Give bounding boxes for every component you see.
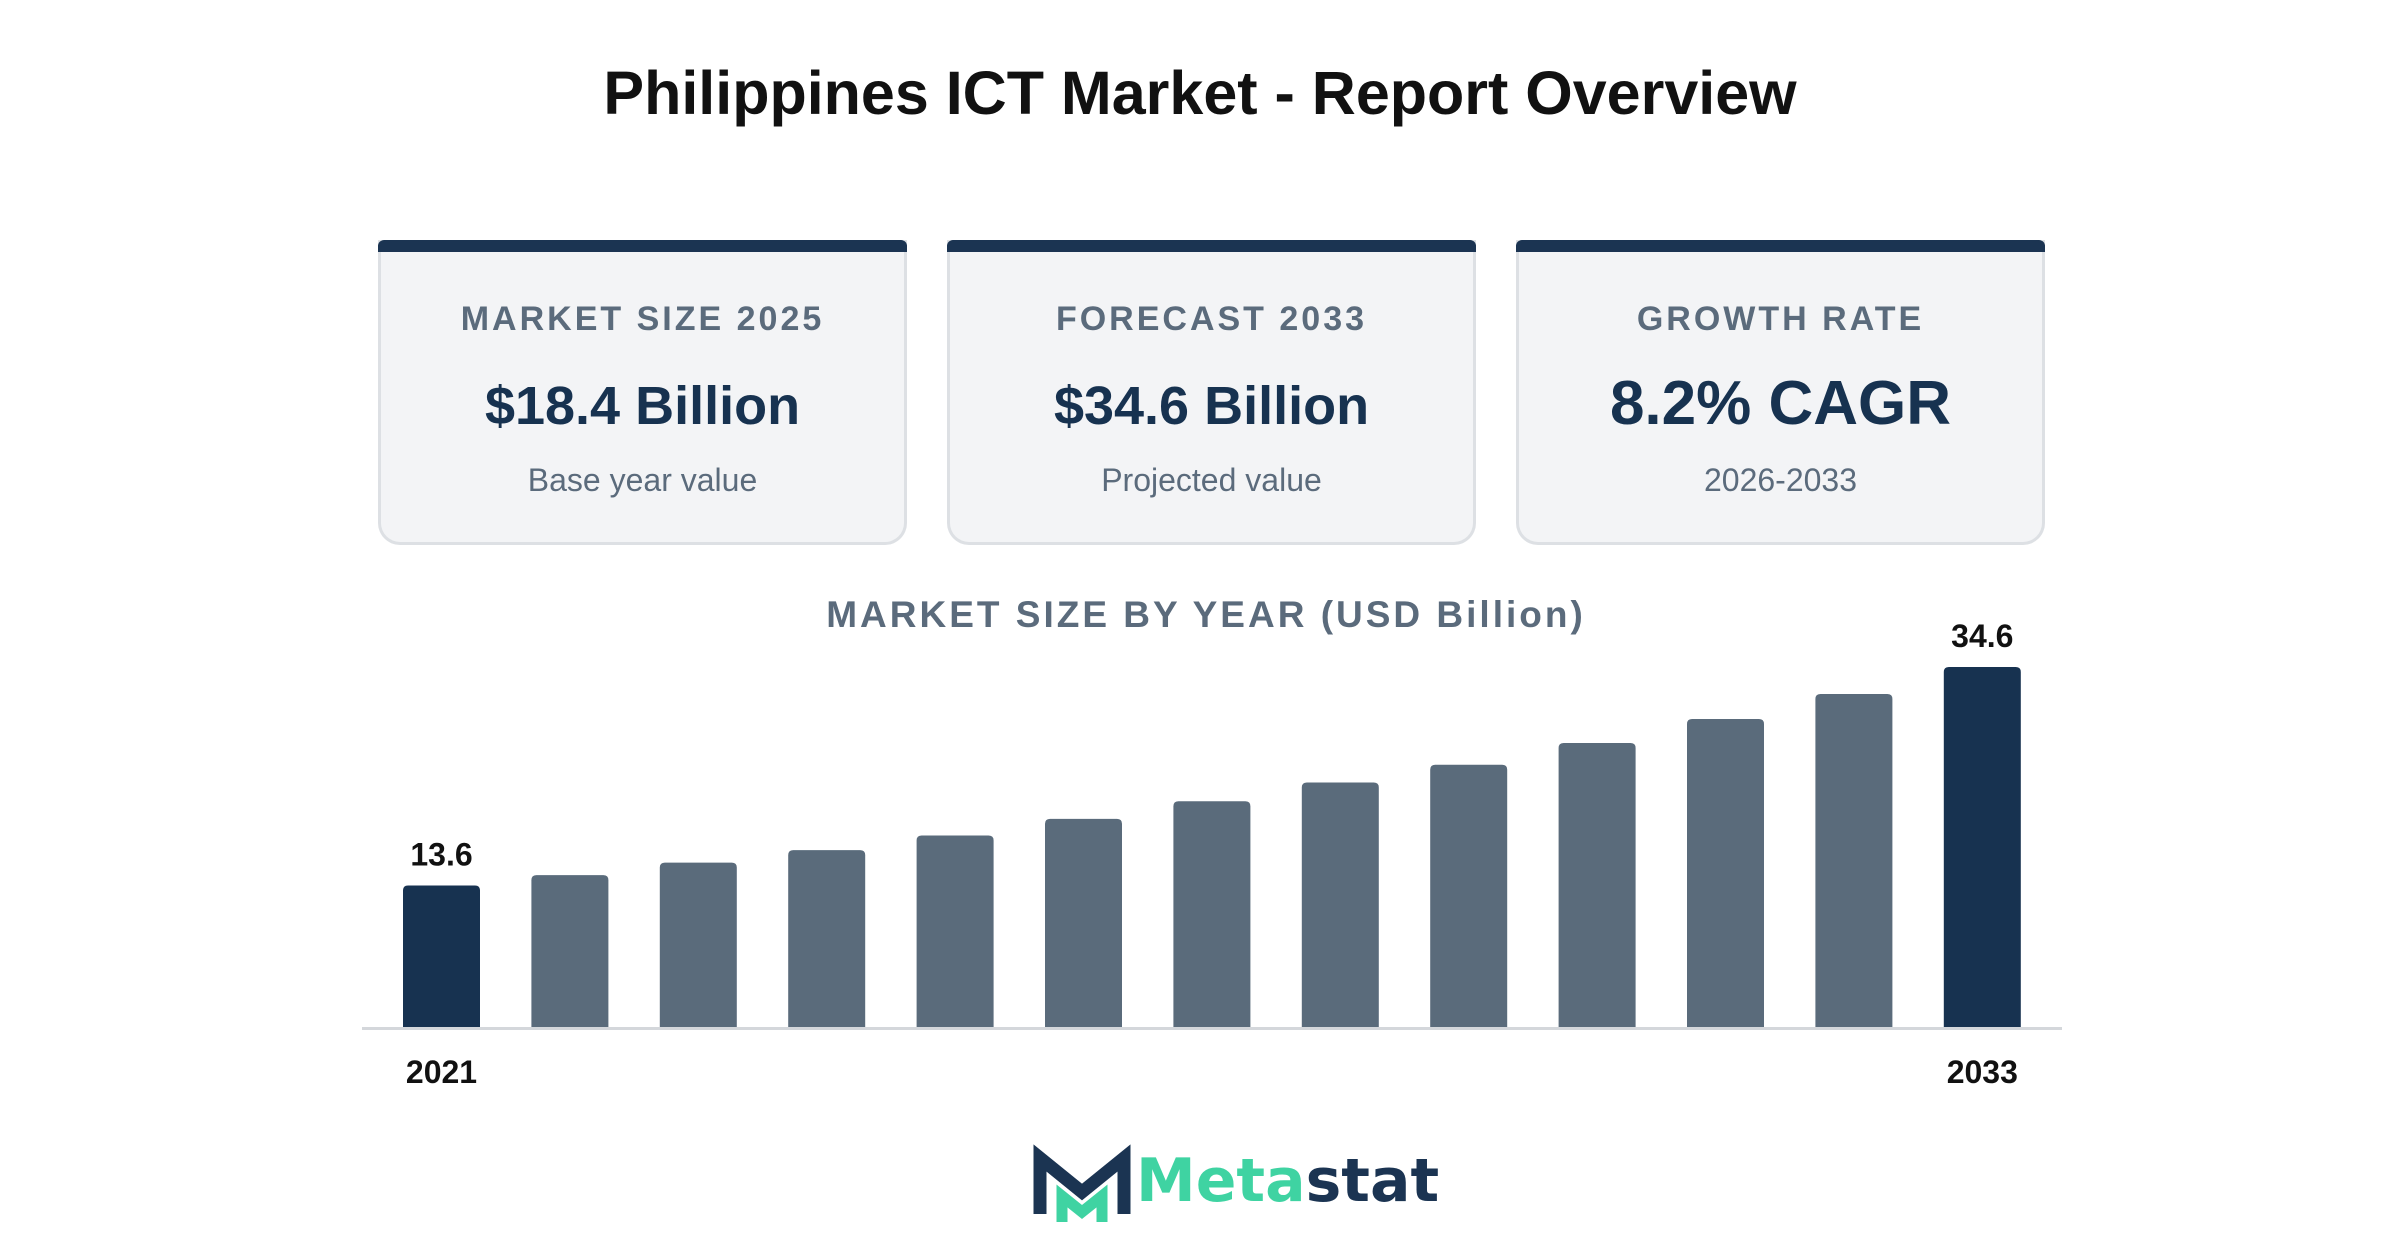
bar-2033 [1943, 667, 2021, 1027]
value-label-2021: 13.6 [410, 836, 472, 872]
bar-2031 [1687, 719, 1764, 1027]
bar-2024 [788, 850, 866, 1027]
logo-wordmark: Metastat [1136, 1146, 1439, 1216]
metastat-logo: Metastat [1028, 1144, 1439, 1224]
card-label: MARKET SIZE 2025 [460, 300, 825, 338]
bar-2028 [1301, 782, 1379, 1027]
card-label: GROWTH RATE [1636, 300, 1925, 338]
bar-2030 [1558, 742, 1636, 1027]
logo-text-meta: Meta [1136, 1146, 1306, 1216]
market-size-card: MARKET SIZE 2025 $18.4 Billion Base year… [378, 240, 907, 545]
card-subtext: Projected value [1101, 462, 1322, 498]
tick-label-2021: 2021 [406, 1054, 477, 1090]
bar-2027 [1173, 801, 1251, 1027]
bar-2025 [916, 835, 994, 1027]
card-value: 8.2% CAGR [1609, 369, 1952, 438]
card-accent-bar [378, 240, 907, 252]
card-subtext: 2026-2033 [1703, 462, 1858, 498]
card-value: $34.6 Billion [1053, 376, 1370, 436]
forecast-card: FORECAST 2033 $34.6 Billion Projected va… [947, 240, 1476, 545]
bar-2021 [403, 885, 480, 1027]
value-label-2033: 34.6 [1951, 618, 2013, 654]
logo-m-icon [1033, 1144, 1131, 1222]
bar-2026 [1045, 818, 1122, 1027]
chart-title: MARKET SIZE BY YEAR (USD Billion) [826, 594, 1586, 635]
bar-2022 [531, 875, 609, 1027]
bar-2029 [1430, 764, 1508, 1027]
card-label: FORECAST 2033 [1055, 300, 1368, 338]
logo-text-stat: stat [1305, 1146, 1440, 1216]
card-subtext: Base year value [527, 462, 758, 498]
bar-2032 [1815, 694, 1893, 1027]
market-size-bar-chart: 13.6 2021 34.6 2033 [362, 618, 2062, 1090]
card-accent-bar [1516, 240, 2045, 252]
page-title: Philippines ICT Market - Report Overview [603, 59, 1797, 127]
card-accent-bar [947, 240, 1476, 252]
growth-rate-card: GROWTH RATE 8.2% CAGR 2026-2033 [1516, 240, 2045, 545]
bar-2023 [659, 862, 737, 1027]
tick-label-2033: 2033 [1947, 1054, 2018, 1090]
card-value: $18.4 Billion [484, 376, 801, 436]
